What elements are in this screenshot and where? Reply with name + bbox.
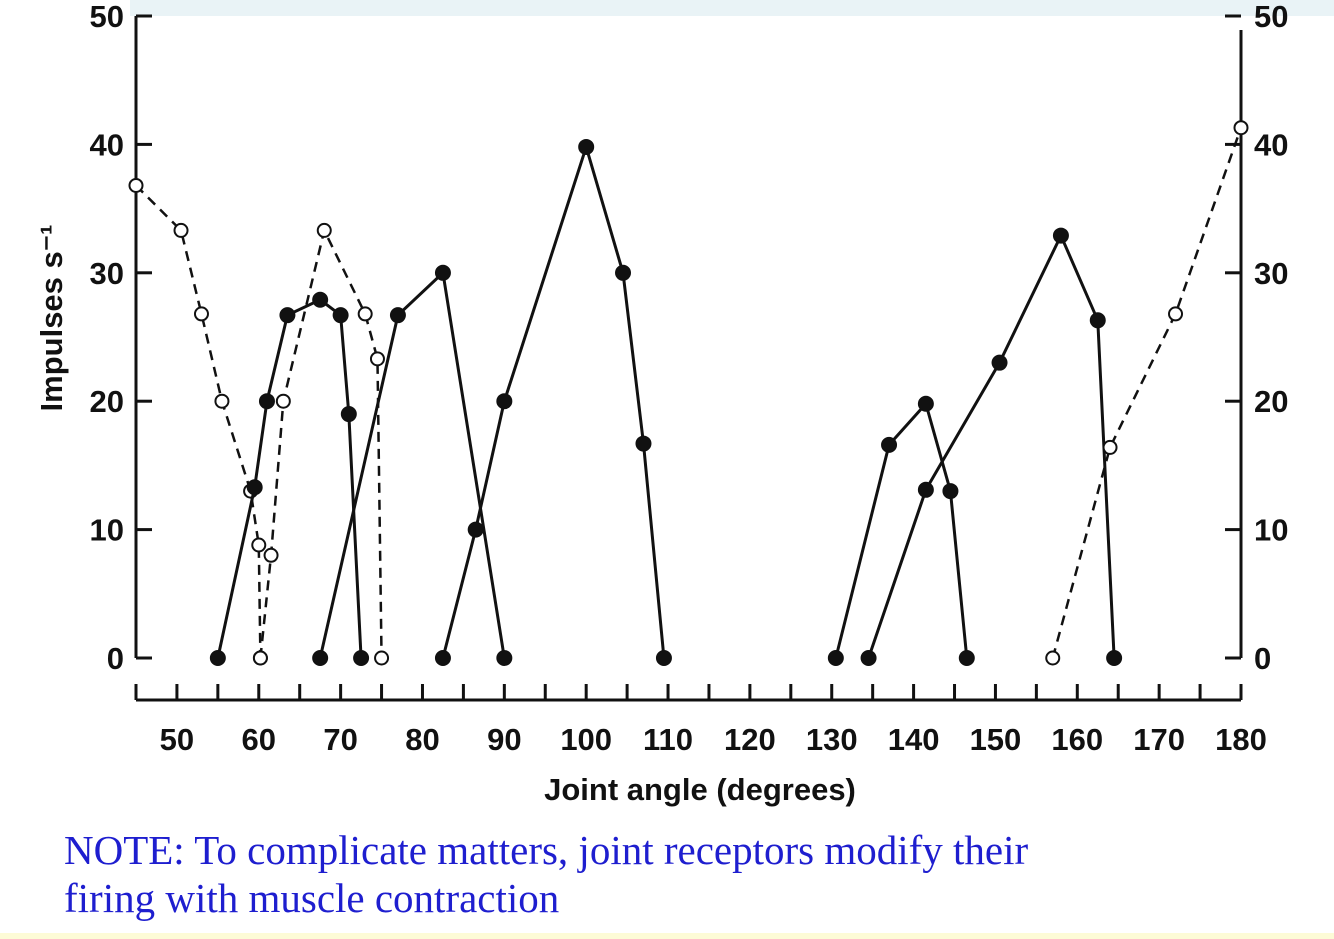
series-2-point xyxy=(353,650,370,666)
x-tick-label: 70 xyxy=(323,722,357,757)
x-tick-label: 160 xyxy=(1051,722,1103,757)
x-tick-label: 120 xyxy=(724,722,776,757)
series-3-point xyxy=(369,351,385,367)
series-3-point xyxy=(252,650,268,666)
x-axis-title: Joint angle (degrees) xyxy=(544,772,856,807)
x-tick-label: 180 xyxy=(1215,722,1267,757)
series-2-point xyxy=(209,650,226,666)
series-2-line xyxy=(216,298,363,659)
series-5-point xyxy=(655,650,672,666)
series-8-point xyxy=(1102,439,1118,455)
y-tick-label-right: 20 xyxy=(1254,384,1288,419)
series-7-point xyxy=(860,650,877,666)
series-8-point xyxy=(1045,650,1061,666)
series-6-point xyxy=(881,436,898,453)
x-tick-label: 140 xyxy=(888,722,940,757)
series-7-line xyxy=(867,231,1116,659)
series-8-point xyxy=(1233,120,1249,136)
note-text: NOTE: To complicate matters, joint recep… xyxy=(64,826,1304,922)
series-1-point xyxy=(251,537,267,553)
series-7-point xyxy=(1052,227,1069,244)
series-2-point xyxy=(312,291,329,308)
series-6-point xyxy=(942,483,959,500)
slide-top-strip xyxy=(130,0,1334,16)
series-8-line xyxy=(1051,127,1243,659)
series-4-line xyxy=(318,269,506,659)
x-tick-label: 150 xyxy=(970,722,1022,757)
series-5-point xyxy=(496,393,513,410)
series-7-point xyxy=(991,354,1008,371)
series-3-point xyxy=(263,547,279,563)
x-tick-label: 110 xyxy=(643,722,693,757)
series-3-point xyxy=(316,222,332,238)
joint-angle-firing-chart: 0 10 20 30 40 50 0 10 20 30 40 50 50 60 70 80 90 100 110 12… xyxy=(34,0,1289,807)
series-3-point xyxy=(357,306,373,322)
y-tick-label-right: 50 xyxy=(1254,0,1288,34)
series-1-point xyxy=(128,177,144,193)
series-1-point xyxy=(193,306,209,322)
chart-axes: 0 10 20 30 40 50 0 10 20 30 40 50 50 60 70 80 90 100 110 12… xyxy=(90,0,1289,757)
series-8-point xyxy=(1168,306,1184,322)
slide-bottom-strip xyxy=(0,933,1334,939)
series-3-point xyxy=(275,393,291,409)
series-6-point xyxy=(958,650,975,666)
y-tick-label-right: 0 xyxy=(1254,641,1271,676)
series-5-line xyxy=(441,141,666,659)
series-5-point xyxy=(434,650,451,666)
series-7-point xyxy=(1089,312,1106,329)
y-tick-label-left: 0 xyxy=(107,641,124,676)
series-4-point xyxy=(496,650,513,666)
x-tick-label: 80 xyxy=(405,722,439,757)
series-2-point xyxy=(279,307,296,324)
series-1-line xyxy=(135,184,262,659)
y-tick-label-left: 10 xyxy=(90,513,124,548)
x-tick-label: 130 xyxy=(806,722,858,757)
x-tick-label: 100 xyxy=(560,722,612,757)
series-1-point xyxy=(214,393,230,409)
series-5-point xyxy=(635,435,652,452)
series-5-point xyxy=(578,138,595,155)
series-3-point xyxy=(374,650,390,666)
series-6-line xyxy=(834,400,969,659)
y-tick-label-left: 20 xyxy=(90,384,124,419)
series-7-point xyxy=(1106,650,1123,666)
note-line-2: firing with muscle contraction xyxy=(64,875,560,921)
series-4-point xyxy=(434,264,451,281)
y-axis-title: Impulses s⁻¹ xyxy=(34,225,69,412)
series-5-point xyxy=(467,521,484,538)
y-tick-label-left: 30 xyxy=(90,256,124,291)
x-tick-label: 90 xyxy=(487,722,521,757)
y-tick-label-left: 40 xyxy=(90,127,124,162)
series-7-point xyxy=(917,481,934,498)
y-tick-label-right: 10 xyxy=(1254,513,1288,548)
y-tick-label-right: 30 xyxy=(1254,256,1288,291)
x-tick-label: 170 xyxy=(1133,722,1185,757)
y-tick-label-right: 40 xyxy=(1254,127,1288,162)
series-1-point xyxy=(173,222,189,238)
y-tick-label-left: 50 xyxy=(90,0,124,34)
series-6-point xyxy=(827,650,844,666)
series-5-point xyxy=(615,264,632,281)
chart-series xyxy=(128,120,1249,666)
note-line-1: NOTE: To complicate matters, joint recep… xyxy=(64,827,1029,873)
series-4-point xyxy=(389,307,406,324)
series-4-point xyxy=(312,650,329,666)
series-2-point xyxy=(258,393,275,410)
series-2-point xyxy=(340,406,357,423)
series-2-point xyxy=(246,479,263,496)
series-6-point xyxy=(917,395,934,412)
x-tick-label: 60 xyxy=(242,722,276,757)
x-tick-label: 50 xyxy=(160,722,194,757)
series-2-point xyxy=(332,307,349,324)
